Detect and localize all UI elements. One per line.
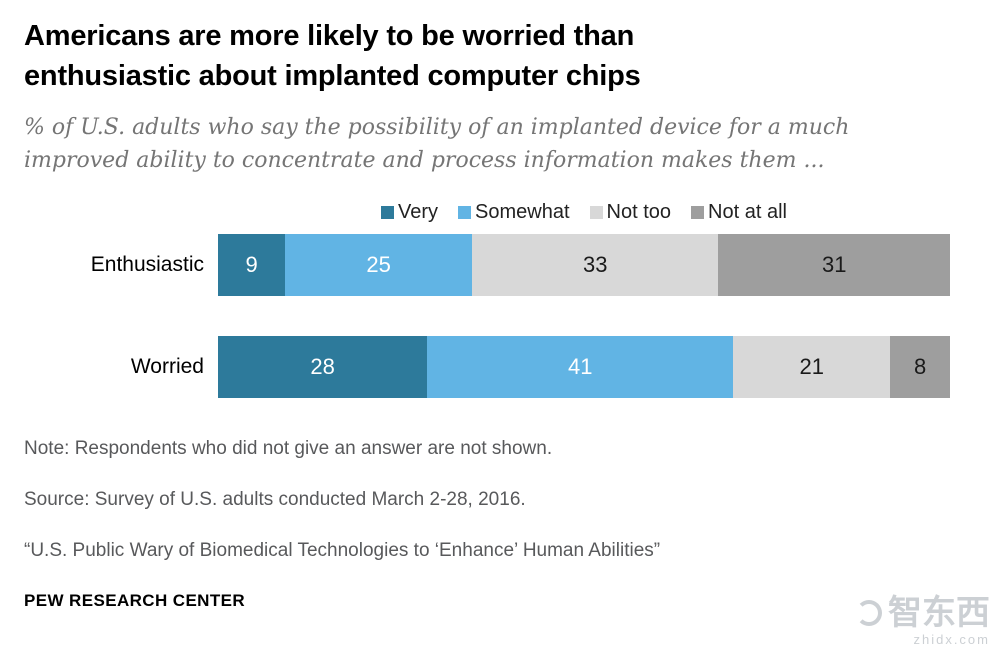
legend-item-somewhat: Somewhat [458,201,570,224]
chart-title-line2: enthusiastic about implanted computer ch… [24,60,641,93]
report-title-line: “U.S. Public Wary of Biomedical Technolo… [24,540,661,562]
watermark-logo-icon [856,600,882,626]
source-line: Source: Survey of U.S. adults conducted … [24,489,526,511]
chart-card: Americans are more likely to be worried … [24,16,950,611]
chart-title-line1: Americans are more likely to be worried … [24,20,635,52]
chart-legend: Very Somewhat Not too Not at all [218,201,950,224]
chart-subtitle-line2: improved ability to concentrate and proc… [24,148,825,174]
chart-rows: Enthusiastic 9 25 33 31 Worried 28 41 21 8 [24,234,950,399]
watermark-text: 智东西 [888,594,990,632]
stacked-bar-chart: Very Somewhat Not too Not at all Enthusiast… [24,201,950,399]
bar-segment-worried-very: 28 [218,336,428,399]
pew-research-center-label: PEW RESEARCH CENTER [24,591,246,611]
watermark: 智东西 zhidx.com [856,596,990,647]
stacked-bar-worried: 28 41 21 8 [218,336,950,399]
bar-segment-worried-not-too: 21 [733,336,891,399]
legend-label-not-at-all: Not at all [708,201,787,224]
chart-subtitle-line1: % of U.S. adults who say the possibility… [24,115,850,141]
row-label-enthusiastic: Enthusiastic [90,253,204,277]
note-line: Note: Respondents who did not give an an… [24,438,553,460]
chart-notes: Note: Respondents who did not give an an… [24,438,950,611]
legend-swatch-very [381,206,395,220]
bar-row-enthusiastic: Enthusiastic 9 25 33 31 [24,234,950,297]
legend-swatch-not-at-all [691,206,705,220]
bar-segment-worried-not-at-all: 8 [890,336,950,399]
legend-item-not-at-all: Not at all [691,201,787,224]
legend-label-somewhat: Somewhat [475,201,570,224]
legend-swatch-not-too [589,206,603,220]
bar-segment-enthusiastic-not-too: 33 [471,234,719,297]
bar-segment-enthusiastic-very: 9 [218,234,286,297]
chart-title: Americans are more likely to be worried … [24,16,950,96]
bar-segment-enthusiastic-somewhat: 25 [285,234,472,297]
watermark-url: zhidx.com [913,632,990,647]
legend-item-not-too: Not too [589,201,672,224]
row-label-worried: Worried [130,355,204,379]
bar-row-worried: Worried 28 41 21 8 [24,336,950,399]
legend-label-not-too: Not too [606,201,672,224]
legend-swatch-somewhat [458,206,472,220]
bar-segment-worried-somewhat: 41 [427,336,734,399]
stacked-bar-enthusiastic: 9 25 33 31 [218,234,950,297]
legend-label-very: Very [398,201,439,224]
legend-item-very: Very [381,201,438,224]
chart-subtitle: % of U.S. adults who say the possibility… [24,111,950,177]
bar-segment-enthusiastic-not-at-all: 31 [718,234,950,297]
watermark-logo-row: 智东西 [856,596,990,630]
